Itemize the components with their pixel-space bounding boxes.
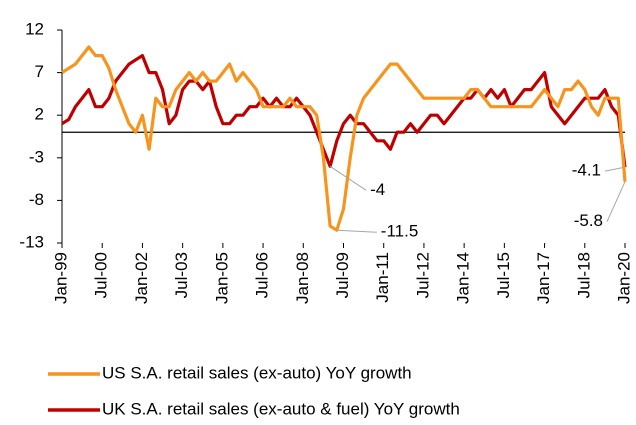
x-tick-label: Jan-11	[373, 252, 392, 303]
series-line	[61, 45, 627, 232]
x-tick-label: Jan-05	[212, 252, 231, 304]
x-tick-label: Jul-03	[172, 252, 191, 298]
series-line	[61, 54, 627, 168]
x-tick-label: Jan-20	[614, 252, 633, 304]
x-tick-label: Jan-99	[51, 252, 70, 304]
x-tick-label: Jan-08	[293, 252, 312, 304]
y-tick-label: -3	[29, 147, 44, 166]
data-label: -4.1	[572, 161, 601, 180]
data-label: -4	[370, 180, 385, 199]
y-tick-label: -13	[19, 232, 44, 251]
legend-label: UK S.A. retail sales (ex-auto & fuel) Yo…	[102, 399, 460, 418]
x-tick-label: Jan-14	[454, 252, 473, 304]
y-tick-label: 2	[35, 105, 44, 124]
leader-line	[329, 165, 367, 191]
legend-label: US S.A. retail sales (ex-auto) YoY growt…	[102, 363, 412, 382]
data-label: -11.5	[381, 222, 419, 241]
x-tick-label: Jan-02	[132, 252, 151, 304]
y-tick-label: -8	[29, 190, 44, 209]
leader-line	[604, 166, 626, 172]
x-tick-label: Jul-12	[413, 252, 432, 298]
x-tick-label: Jul-06	[253, 252, 272, 298]
leader-line	[336, 229, 377, 233]
y-tick-label: 12	[25, 19, 44, 38]
data-label: -5.8	[574, 211, 603, 230]
x-tick-label: Jul-09	[333, 252, 352, 298]
x-tick-label: Jul-00	[92, 252, 111, 298]
leader-line	[606, 181, 626, 222]
x-tick-label: Jan-17	[534, 252, 553, 304]
x-tick-label: Jul-15	[494, 252, 513, 298]
x-tick-label: Jul-18	[574, 252, 593, 298]
y-tick-label: 7	[35, 62, 44, 81]
